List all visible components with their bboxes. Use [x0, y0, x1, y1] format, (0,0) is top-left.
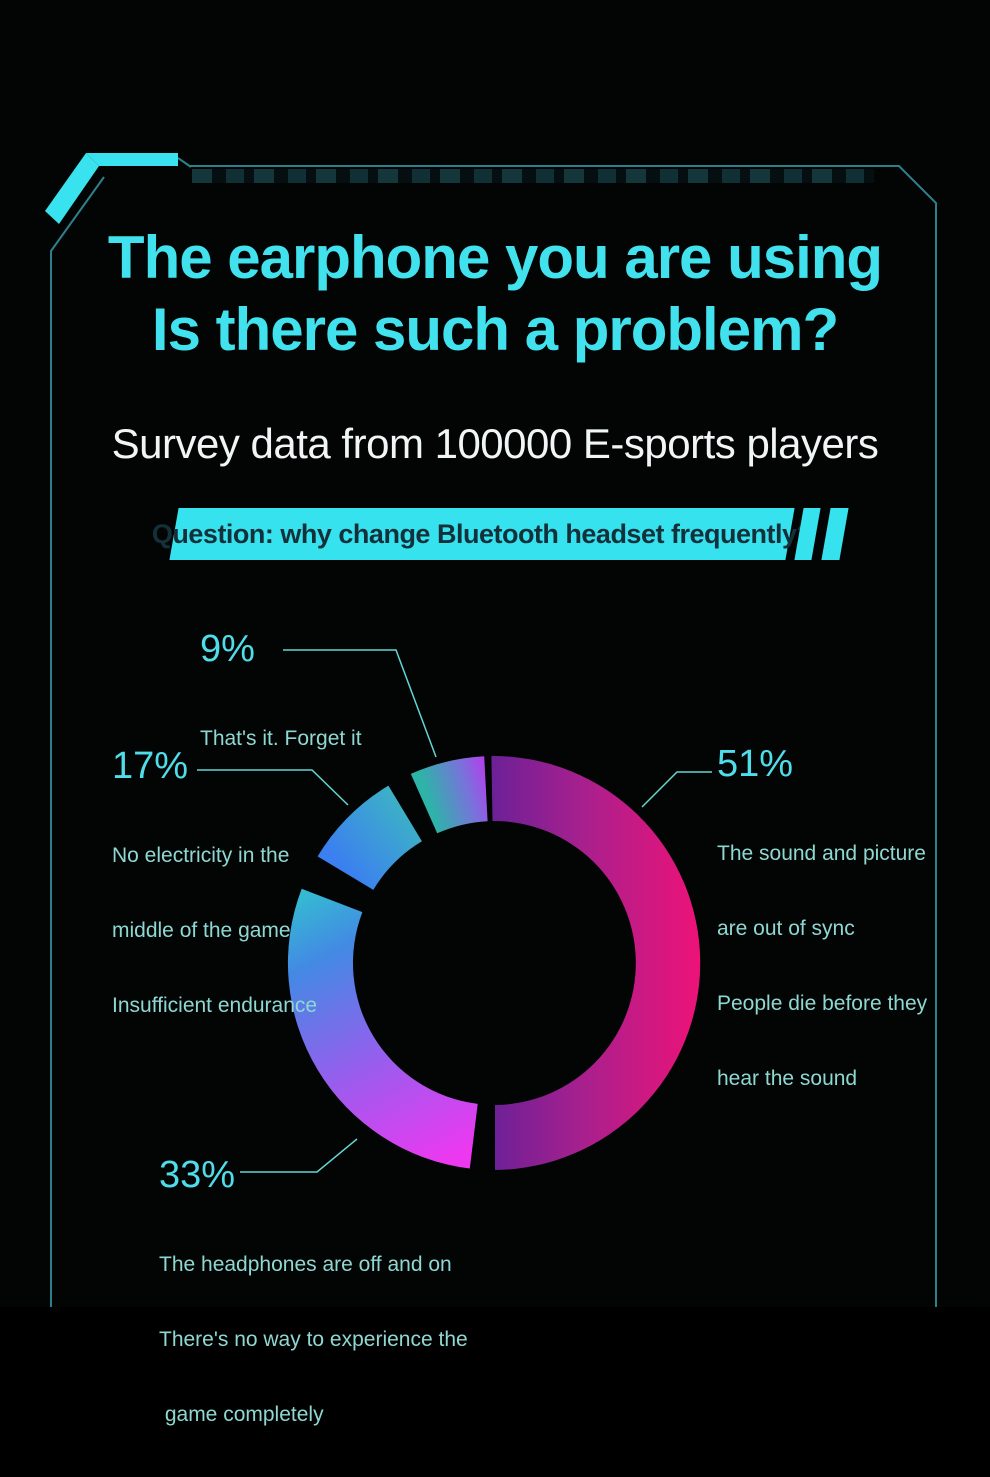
donut-segment-33-percent — [287, 888, 478, 1169]
frame — [45, 153, 937, 1307]
callout-9-value: 9% — [200, 628, 255, 670]
frame-corner-accent-bar — [86, 153, 178, 166]
donut-segment-9-percent — [410, 756, 488, 834]
frame-top-border — [190, 165, 937, 1307]
leader-line-9 — [283, 649, 437, 758]
callout-51-desc: The sound and picture are out of sync Pe… — [717, 842, 928, 1090]
donut-chart — [287, 755, 701, 1170]
frame-corner-accent-diagonal — [45, 153, 99, 224]
page-title-line2: Is there such a problem? — [151, 296, 839, 363]
callout-51-percent: 51% The sound and picture are out of syn… — [717, 744, 927, 1141]
question-banner: Question: why change Bluetooth headset f… — [152, 508, 812, 560]
header-dash-pattern — [192, 169, 874, 183]
callout-leader-lines — [197, 649, 712, 1173]
frame-left-border — [50, 176, 105, 1307]
header-dashed-strip — [192, 169, 874, 183]
callout-33-desc: The headphones are off and on There's no… — [159, 1253, 468, 1426]
donut-segment-51-percent — [491, 755, 701, 1170]
callout-51-value: 51% — [717, 743, 794, 785]
leader-line-51 — [641, 771, 712, 808]
page-title: The earphone you are using Is there such… — [60, 222, 930, 366]
donut-segment-17-percent — [317, 785, 422, 890]
callout-9-percent: 9% That's it. Forget it — [200, 629, 362, 801]
callout-17-percent: 17% No electricity in the middle of the … — [112, 746, 317, 1068]
scene-canvas — [45, 153, 937, 1307]
callout-17-desc: No electricity in the middle of the game… — [112, 844, 318, 1017]
leader-line-17 — [197, 769, 349, 806]
callout-17-value: 17% — [112, 745, 189, 787]
question-banner-text: Question: why change Bluetooth headset f… — [151, 518, 813, 549]
page-title-line1: The earphone you are using — [107, 224, 883, 291]
callout-9-desc: That's it. Forget it — [200, 727, 362, 750]
page-subtitle: Survey data from 100000 E-sports players — [111, 420, 879, 467]
leader-line-33 — [240, 1138, 358, 1173]
callout-33-value: 33% — [159, 1154, 236, 1196]
callout-33-percent: 33% The headphones are off and on There'… — [159, 1155, 468, 1477]
frame-accent-connector — [177, 157, 192, 168]
